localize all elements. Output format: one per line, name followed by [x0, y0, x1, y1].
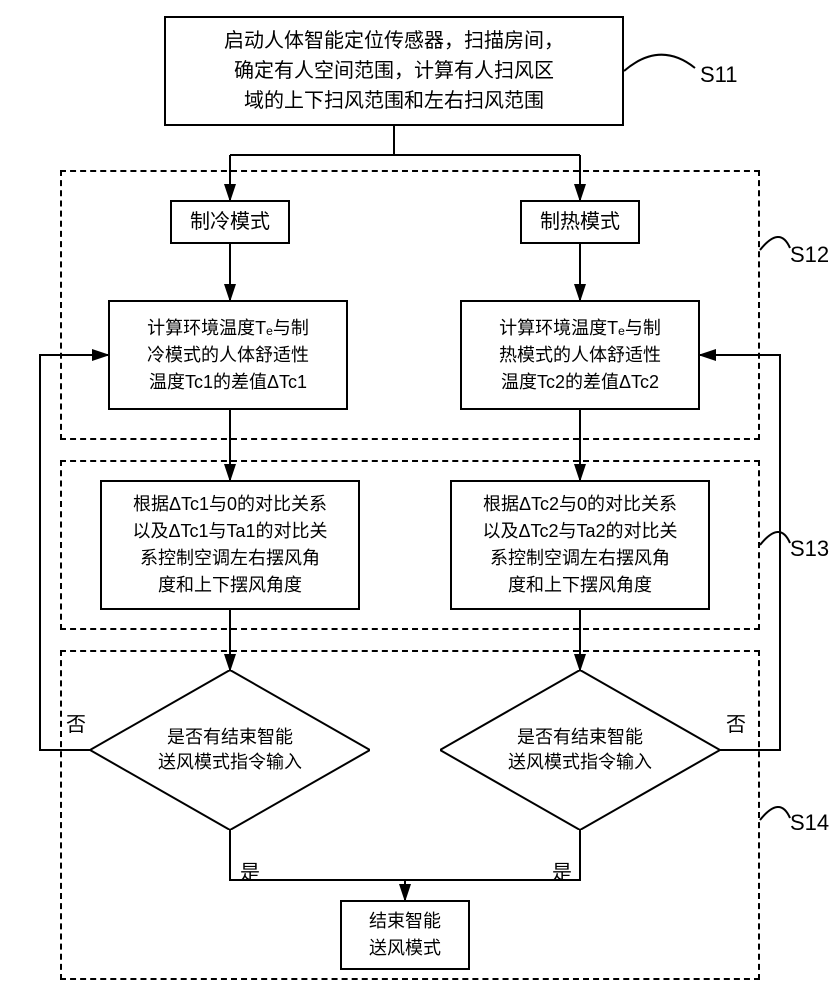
step-s11: S11: [700, 62, 738, 88]
box-cooling-mode: 制冷模式: [170, 200, 290, 244]
box-top-text: 启动人体智能定位传感器，扫描房间， 确定有人空间范围，计算有人扫风区 域的上下扫…: [224, 26, 564, 116]
box-end: 结束智能 送风模式: [340, 900, 470, 970]
diamond-right: 是否有结束智能 送风模式指令输入: [440, 670, 720, 830]
diamond-right-text: 是否有结束智能 送风模式指令输入: [508, 725, 652, 775]
box-heating-mode: 制热模式: [520, 200, 640, 244]
step-s13: S13: [790, 536, 829, 562]
cooling-calc-text: 计算环境温度Tₑ与制 冷模式的人体舒适性 温度Tc1的差值ΔTc1: [147, 315, 309, 396]
diamond-left: 是否有结束智能 送风模式指令输入: [90, 670, 370, 830]
label-yes-right: 是: [552, 856, 572, 885]
box-cooling-calc: 计算环境温度Tₑ与制 冷模式的人体舒适性 温度Tc1的差值ΔTc1: [108, 300, 348, 410]
label-yes-left: 是: [240, 856, 260, 885]
heating-mode-text: 制热模式: [540, 207, 620, 237]
end-text: 结束智能 送风模式: [369, 908, 441, 962]
flowchart-canvas: 启动人体智能定位传感器，扫描房间， 确定有人空间范围，计算有人扫风区 域的上下扫…: [0, 0, 834, 1000]
step-s14: S14: [790, 810, 829, 836]
heating-ctrl-text: 根据ΔTc2与0的对比关系 以及ΔTc2与Ta2的对比关 系控制空调左右摆风角 …: [482, 491, 677, 599]
label-no-left: 否: [66, 708, 86, 737]
cooling-mode-text: 制冷模式: [190, 207, 270, 237]
label-no-right: 否: [726, 708, 746, 737]
heating-calc-text: 计算环境温度Tₑ与制 热模式的人体舒适性 温度Tc2的差值ΔTc2: [499, 315, 661, 396]
box-heating-ctrl: 根据ΔTc2与0的对比关系 以及ΔTc2与Ta2的对比关 系控制空调左右摆风角 …: [450, 480, 710, 610]
cooling-ctrl-text: 根据ΔTc1与0的对比关系 以及ΔTc1与Ta1的对比关 系控制空调左右摆风角 …: [132, 491, 327, 599]
diamond-left-text: 是否有结束智能 送风模式指令输入: [158, 725, 302, 775]
box-top-s11: 启动人体智能定位传感器，扫描房间， 确定有人空间范围，计算有人扫风区 域的上下扫…: [164, 16, 624, 126]
box-heating-calc: 计算环境温度Tₑ与制 热模式的人体舒适性 温度Tc2的差值ΔTc2: [460, 300, 700, 410]
box-cooling-ctrl: 根据ΔTc1与0的对比关系 以及ΔTc1与Ta1的对比关 系控制空调左右摆风角 …: [100, 480, 360, 610]
step-s12: S12: [790, 242, 829, 268]
